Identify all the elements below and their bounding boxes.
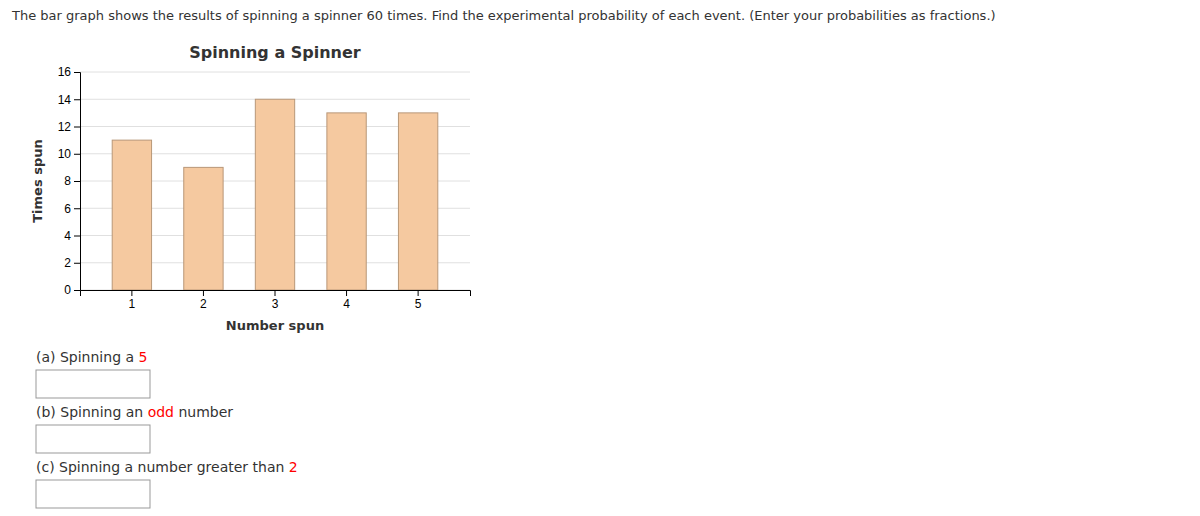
x-tick-label: 5 [415, 297, 422, 311]
y-tick-mark [74, 72, 80, 73]
y-tick-label: 0 [64, 283, 71, 297]
x-tick-label: 4 [343, 297, 350, 311]
y-tick-label: 6 [64, 202, 71, 216]
y-tick-mark [74, 208, 80, 209]
y-axis: 0 2 4 6 8 10 12 14 16 [58, 65, 81, 297]
y-tick-label: 12 [58, 120, 72, 134]
y-tick: 6 [64, 202, 80, 216]
bar [112, 140, 151, 290]
title: Spinning a Spinner [189, 43, 361, 62]
x-tick: 4 [343, 290, 350, 311]
question-part: (c) Spinning a number greater than [36, 459, 289, 475]
question-part: odd [148, 404, 174, 420]
grid-line [80, 72, 470, 73]
x-tick-label: 3 [272, 297, 279, 311]
chart: The bar graph shows the results of spinn… [0, 0, 1200, 516]
bar [184, 167, 223, 290]
question-part: (b) Spinning an [36, 404, 148, 420]
y-tick-mark [74, 181, 80, 182]
question-part: number [174, 404, 233, 420]
y-tick: 10 [58, 147, 80, 161]
x-tick: 2 [200, 290, 207, 311]
y-tick: 8 [64, 174, 80, 188]
question: (a) Spinning a 5 [36, 349, 147, 365]
subtitle: The bar graph shows the results of spinn… [11, 8, 996, 23]
question-part: 2 [289, 459, 298, 475]
question: (c) Spinning a number greater than 2 [36, 459, 298, 475]
question-part: (a) Spinning a [36, 349, 139, 365]
y-tick: 14 [58, 93, 80, 107]
answer-box [36, 480, 150, 508]
bar [255, 99, 294, 290]
x-tick-mark [346, 290, 347, 296]
grid [80, 72, 470, 290]
y-tick-label: 10 [58, 147, 72, 161]
x-tick-mark [203, 290, 204, 296]
y-axis-line [74, 73, 81, 291]
y-tick-mark [74, 127, 80, 128]
x-tick-mark [275, 290, 276, 296]
y-tick-label: 14 [58, 93, 72, 107]
x-tick-mark [418, 290, 419, 296]
x-axis-line [81, 291, 471, 297]
x-tick-label: 2 [200, 297, 207, 311]
y-tick-mark [74, 290, 80, 291]
x-tick: 5 [415, 290, 422, 311]
y-tick: 0 [64, 283, 80, 297]
x-tick: 1 [129, 290, 136, 311]
y-tick: 12 [58, 120, 80, 134]
answer-box [36, 370, 150, 398]
y-tick-label: 8 [64, 174, 71, 188]
plot-area [112, 99, 438, 290]
x-tick-mark [131, 290, 132, 296]
y-tick: 4 [64, 229, 80, 243]
y-tick-mark [74, 99, 80, 100]
y-axis-title: Times spun [30, 139, 45, 223]
answer-box [36, 425, 150, 453]
y-tick-mark [74, 154, 80, 155]
question-part: 5 [139, 349, 148, 365]
question: (b) Spinning an odd number [36, 404, 233, 420]
x-tick: 3 [272, 290, 279, 311]
x-axis-title: Number spun [226, 318, 324, 333]
y-tick-label: 16 [58, 65, 72, 79]
y-tick-mark [74, 263, 80, 264]
y-tick-mark [74, 236, 80, 237]
x-axis: 1 2 3 4 5 [81, 290, 471, 311]
y-tick-label: 2 [64, 256, 71, 270]
y-tick: 16 [58, 65, 80, 79]
bar [327, 113, 366, 290]
y-tick: 2 [64, 256, 80, 270]
y-tick-label: 4 [64, 229, 71, 243]
questions: (a) Spinning a 5 (b) Spinning an odd numb… [36, 349, 298, 508]
x-tick-label: 1 [129, 297, 136, 311]
bar [398, 113, 437, 290]
